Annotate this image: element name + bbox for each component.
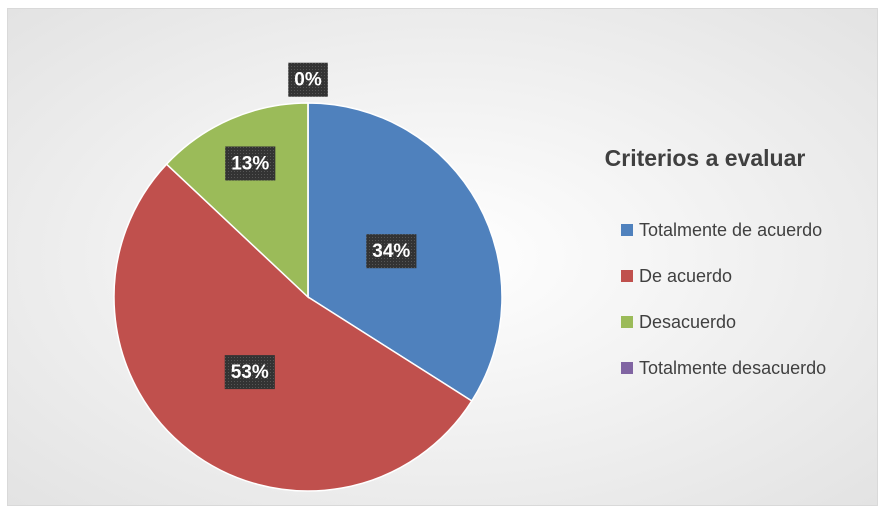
legend-label: Totalmente de acuerdo <box>639 220 822 240</box>
pie-slice <box>113 163 473 492</box>
data-label-text: 13% <box>231 153 269 174</box>
data-label-box <box>224 355 275 390</box>
data-label: 53% <box>224 355 275 390</box>
data-label: 13% <box>225 146 276 181</box>
legend-swatch <box>621 270 633 282</box>
data-label: 0% <box>288 62 328 97</box>
legend-label: De acuerdo <box>639 266 732 286</box>
data-label: 34% <box>366 234 417 269</box>
legend-swatch <box>621 362 633 374</box>
data-label-box <box>366 234 417 269</box>
data-label-box <box>288 62 328 97</box>
legend-label: Totalmente desacuerdo <box>639 358 826 378</box>
data-label-text: 0% <box>294 70 322 91</box>
legend-swatch <box>621 316 633 328</box>
data-label-box <box>225 146 276 181</box>
chart-title: Criterios a evaluar <box>605 145 806 171</box>
legend-swatch <box>621 224 633 236</box>
data-label-text: 53% <box>231 362 269 383</box>
data-label-text: 34% <box>372 241 410 262</box>
legend-label: Desacuerdo <box>639 312 736 332</box>
